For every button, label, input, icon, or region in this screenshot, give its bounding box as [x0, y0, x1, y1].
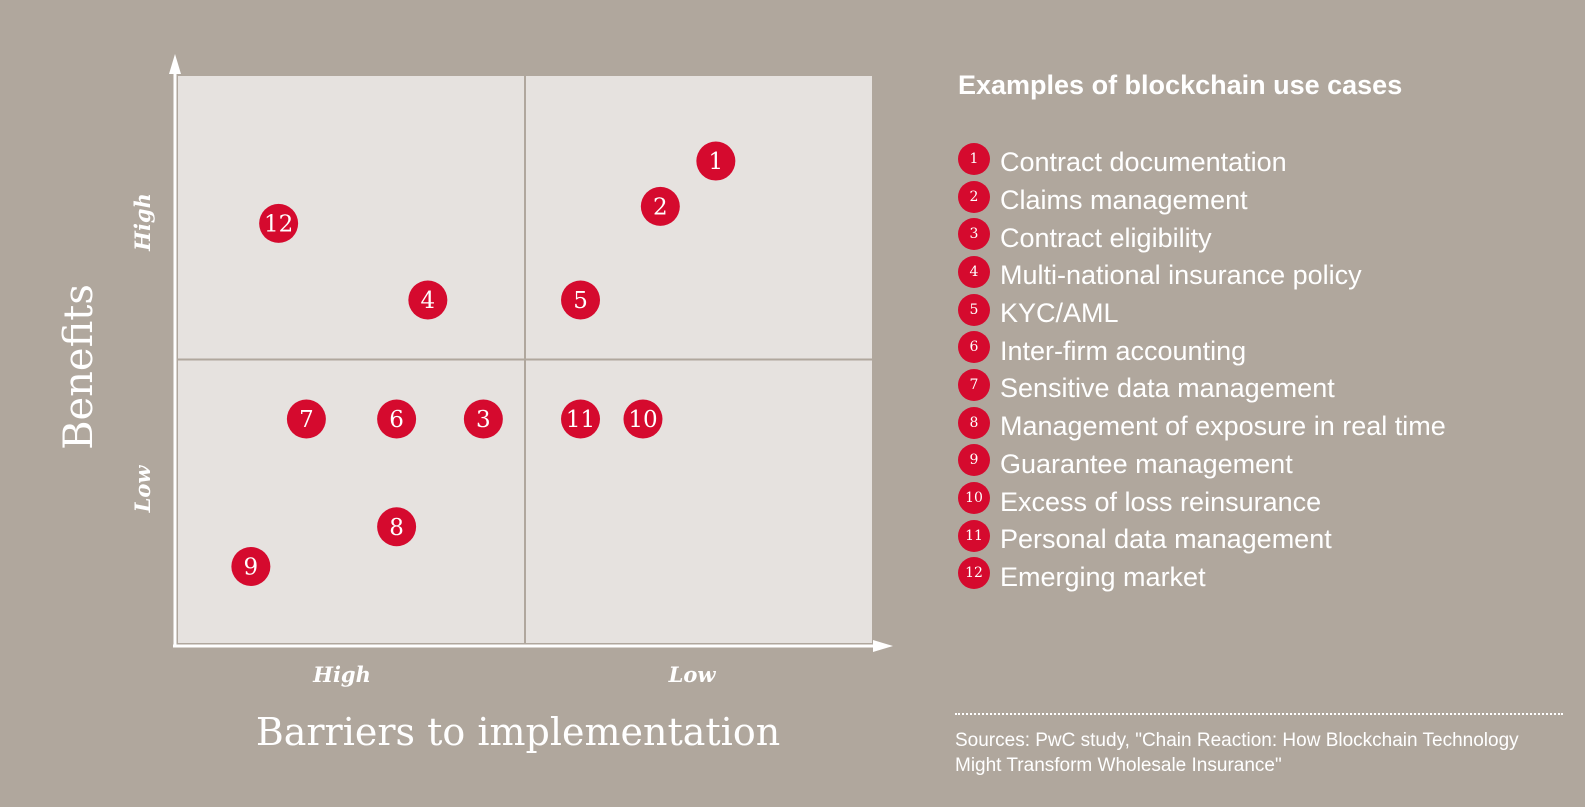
data-point-label: 1 — [709, 149, 724, 175]
data-point-label: 11 — [566, 407, 595, 433]
y-axis-label: Benefits — [56, 284, 102, 450]
legend-item: 1 Contract documentation — [958, 142, 1446, 182]
data-point-marker — [259, 203, 299, 243]
legend-item: 9 Guarantee management — [958, 444, 1446, 484]
data-point-12: 12 — [259, 203, 299, 243]
data-point-8: 8 — [377, 507, 417, 547]
data-point-11: 11 — [561, 399, 601, 439]
legend-item: 11 Personal data management — [958, 519, 1446, 559]
x-axis-label: Barriers to implementation — [256, 710, 780, 754]
legend-label: Inter-firm accounting — [1000, 335, 1247, 366]
legend-label: Contract eligibility — [1000, 222, 1212, 253]
benefits-barriers-matrix: High Low High Low Benefits Barriers to i… — [56, 54, 893, 754]
data-point-marker — [377, 399, 417, 439]
data-point-marker — [561, 280, 601, 320]
legend-item: 3 Contract eligibility — [958, 218, 1446, 257]
data-point-4: 4 — [408, 280, 448, 320]
legend-item: 8 Management of exposure in real time — [958, 406, 1446, 446]
data-point-marker — [561, 399, 601, 439]
legend-item: 6 Inter-firm accounting — [958, 331, 1446, 370]
legend-number-badge: 4 — [958, 255, 990, 288]
data-point-9: 9 — [231, 546, 271, 586]
legend-item: 4 Multi-national insurance policy — [958, 255, 1446, 295]
x-tick-label-high: High — [312, 662, 371, 687]
data-point-marker — [463, 399, 503, 439]
data-point-6: 6 — [377, 399, 417, 439]
legend-item: 10 Excess of loss reinsurance — [958, 482, 1446, 521]
legend-label: Contract documentation — [1000, 147, 1287, 178]
data-point-marker — [640, 186, 680, 226]
data-point-1: 1 — [696, 141, 736, 181]
legend-number-badge: 6 — [958, 331, 990, 364]
legend-item: 2 Claims management — [958, 180, 1446, 220]
x-axis-arrow-icon — [873, 640, 893, 652]
data-point-marker — [377, 507, 417, 547]
legend-label: Emerging market — [1000, 561, 1206, 592]
legend-number-badge: 3 — [958, 218, 990, 251]
data-point-7: 7 — [286, 399, 326, 439]
data-point-3: 3 — [463, 399, 503, 439]
data-point-marker — [408, 280, 448, 320]
data-point-marker — [623, 399, 663, 439]
legend-list: 1 Contract documentation 2 Claims managemen… — [958, 142, 1446, 597]
data-point-label: 7 — [299, 407, 314, 433]
sources-divider — [955, 713, 1563, 715]
data-point-marker — [696, 141, 736, 181]
legend-number-badge: 9 — [958, 444, 990, 477]
data-point-label: 9 — [244, 554, 259, 580]
data-point-label: 2 — [653, 194, 668, 220]
sources-note: Sources: PwC study, "Chain Reaction: How… — [955, 730, 1519, 776]
legend-number-badge: 12 — [958, 557, 990, 590]
legend-item: 12 Emerging market — [958, 557, 1446, 597]
legend-title: Examples of blockchain use cases — [958, 70, 1403, 100]
y-tick-label-low: Low — [130, 465, 155, 514]
data-point-label: 8 — [389, 515, 404, 541]
legend-number-badge: 10 — [958, 482, 990, 515]
legend-label: Multi-national insurance policy — [1000, 260, 1362, 291]
y-tick-label-high: High — [130, 193, 155, 252]
data-point-label: 12 — [264, 211, 293, 237]
data-point-label: 4 — [421, 288, 436, 314]
data-point-marker — [231, 546, 271, 586]
legend-number-badge: 7 — [958, 368, 990, 401]
legend-label: Excess of loss reinsurance — [1000, 486, 1322, 517]
legend-number-badge: 8 — [958, 406, 990, 439]
data-point-label: 5 — [573, 288, 588, 314]
legend-label: Management of exposure in real time — [1000, 411, 1446, 442]
data-point-marker — [286, 399, 326, 439]
legend-item: 7 Sensitive data management — [958, 368, 1446, 408]
legend-label: Sensitive data management — [1000, 373, 1335, 404]
legend-label: Guarantee management — [1000, 448, 1293, 479]
legend-number-badge: 11 — [958, 519, 990, 552]
legend-label: Personal data management — [1000, 524, 1332, 555]
legend-number-badge: 1 — [958, 142, 990, 175]
x-tick-label-low: Low — [668, 662, 717, 687]
y-axis-arrow-icon — [169, 54, 181, 74]
data-point-label: 6 — [389, 407, 404, 433]
legend-number-badge: 5 — [958, 293, 990, 326]
legend-label: KYC/AML — [1000, 298, 1119, 329]
legend-number-badge: 2 — [958, 180, 990, 213]
legend-item: 5 KYC/AML — [958, 293, 1446, 333]
legend-label: Claims management — [1000, 185, 1248, 216]
data-point-label: 10 — [628, 407, 657, 433]
data-point-label: 3 — [476, 407, 491, 433]
data-point-2: 2 — [640, 186, 680, 226]
data-point-5: 5 — [561, 280, 601, 320]
data-point-10: 10 — [623, 399, 663, 439]
